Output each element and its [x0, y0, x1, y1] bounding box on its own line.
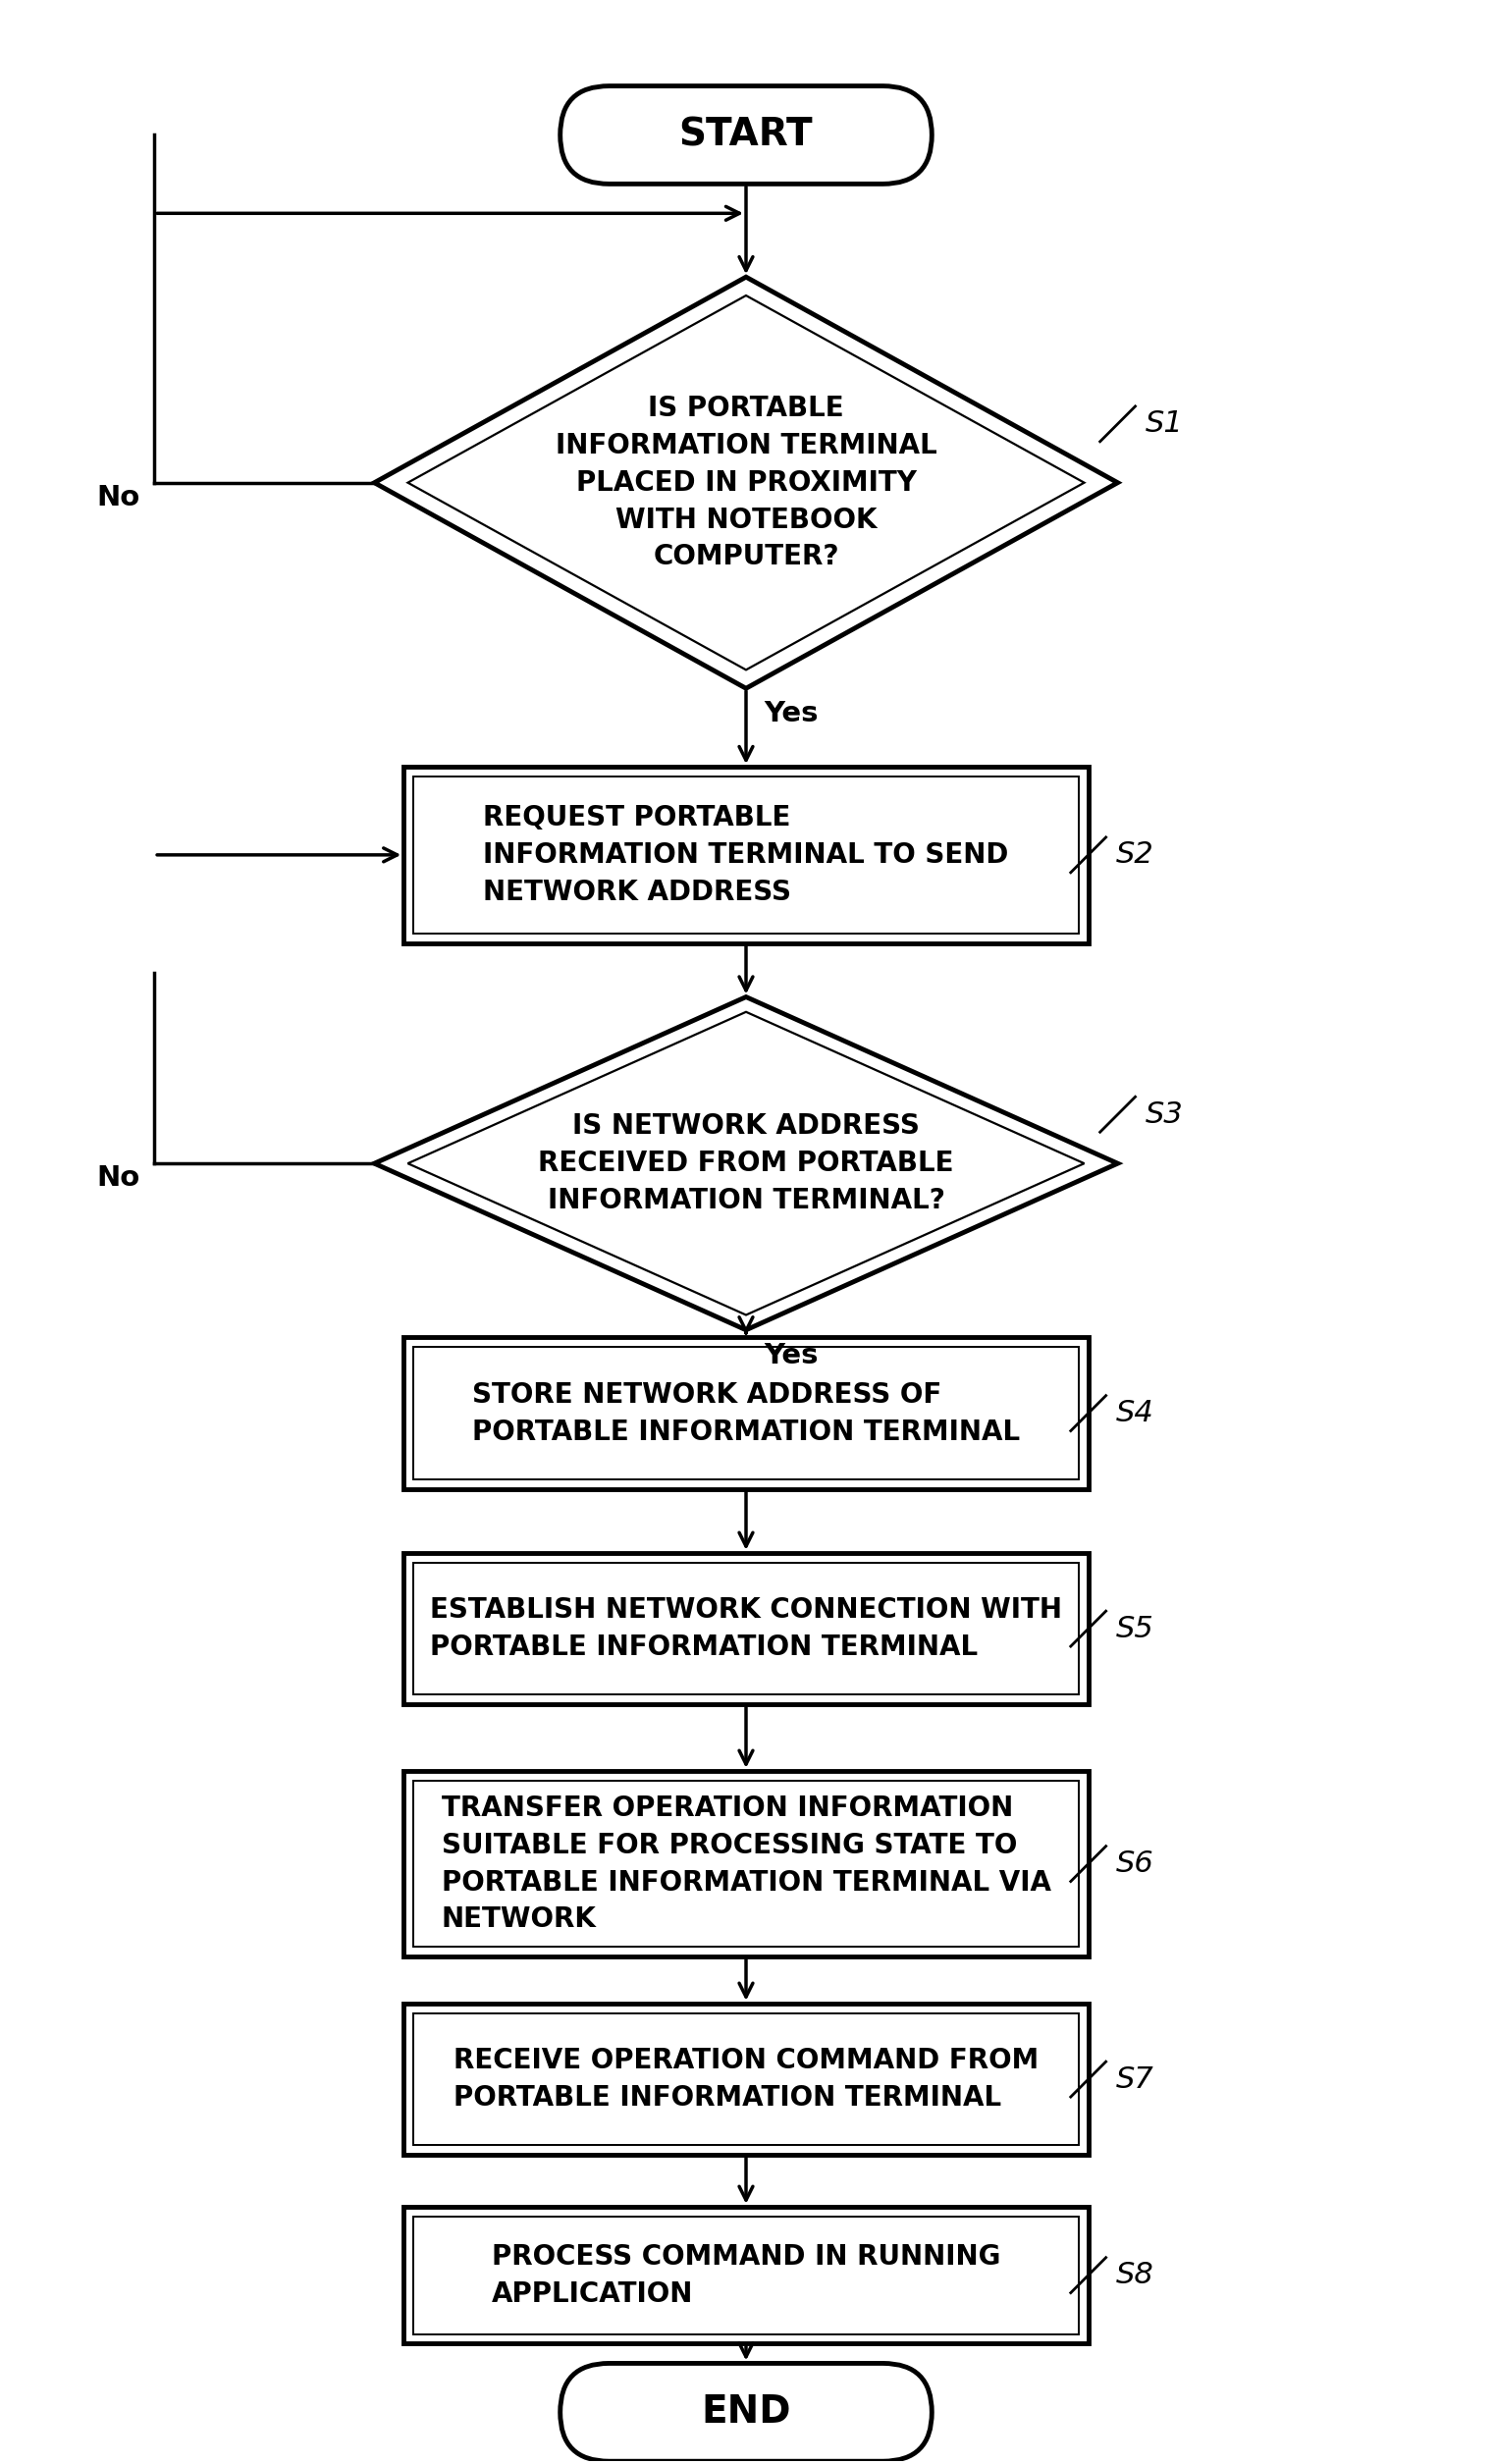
Text: START: START — [678, 116, 813, 153]
Bar — [403, 766, 1088, 944]
Text: REQUEST PORTABLE
INFORMATION TERMINAL TO SEND
NETWORK ADDRESS: REQUEST PORTABLE INFORMATION TERMINAL TO… — [483, 803, 1008, 907]
Text: S7: S7 — [1116, 2065, 1153, 2094]
Text: No: No — [96, 1165, 139, 1193]
Text: S8: S8 — [1116, 2262, 1153, 2289]
FancyBboxPatch shape — [560, 86, 932, 185]
Text: S6: S6 — [1116, 1850, 1153, 1878]
Text: PROCESS COMMAND IN RUNNING
APPLICATION: PROCESS COMMAND IN RUNNING APPLICATION — [492, 2242, 1001, 2306]
Text: No: No — [96, 483, 139, 510]
Bar — [403, 1772, 1088, 1956]
Bar — [414, 2218, 1079, 2333]
Text: S5: S5 — [1116, 1614, 1153, 1643]
Polygon shape — [375, 998, 1118, 1331]
Text: ESTABLISH NETWORK CONNECTION WITH
PORTABLE INFORMATION TERMINAL: ESTABLISH NETWORK CONNECTION WITH PORTAB… — [430, 1597, 1062, 1661]
Text: IS NETWORK ADDRESS
RECEIVED FROM PORTABLE
INFORMATION TERMINAL?: IS NETWORK ADDRESS RECEIVED FROM PORTABL… — [538, 1111, 953, 1215]
Bar — [414, 776, 1079, 934]
Text: TRANSFER OPERATION INFORMATION
SUITABLE FOR PROCESSING STATE TO
PORTABLE INFORMA: TRANSFER OPERATION INFORMATION SUITABLE … — [441, 1794, 1050, 1934]
Bar — [414, 1562, 1079, 1695]
Polygon shape — [375, 276, 1118, 687]
FancyBboxPatch shape — [560, 2363, 932, 2462]
Text: IS PORTABLE
INFORMATION TERMINAL
PLACED IN PROXIMITY
WITH NOTEBOOK
COMPUTER?: IS PORTABLE INFORMATION TERMINAL PLACED … — [556, 394, 937, 572]
Bar — [414, 1781, 1079, 1947]
Text: Yes: Yes — [763, 1343, 819, 1370]
Text: RECEIVE OPERATION COMMAND FROM
PORTABLE INFORMATION TERMINAL: RECEIVE OPERATION COMMAND FROM PORTABLE … — [453, 2048, 1038, 2112]
Bar — [403, 2208, 1088, 2343]
Text: END: END — [701, 2393, 790, 2432]
Text: STORE NETWORK ADDRESS OF
PORTABLE INFORMATION TERMINAL: STORE NETWORK ADDRESS OF PORTABLE INFORM… — [472, 1380, 1020, 1446]
Text: S4: S4 — [1116, 1400, 1153, 1427]
Text: S1: S1 — [1144, 409, 1183, 439]
Text: S3: S3 — [1144, 1101, 1183, 1129]
Text: Yes: Yes — [763, 700, 819, 727]
Bar — [403, 2003, 1088, 2156]
Text: S2: S2 — [1116, 840, 1153, 870]
Bar — [414, 1348, 1079, 1478]
Bar — [403, 1338, 1088, 1488]
Bar — [403, 1552, 1088, 1705]
Bar — [414, 2013, 1079, 2146]
